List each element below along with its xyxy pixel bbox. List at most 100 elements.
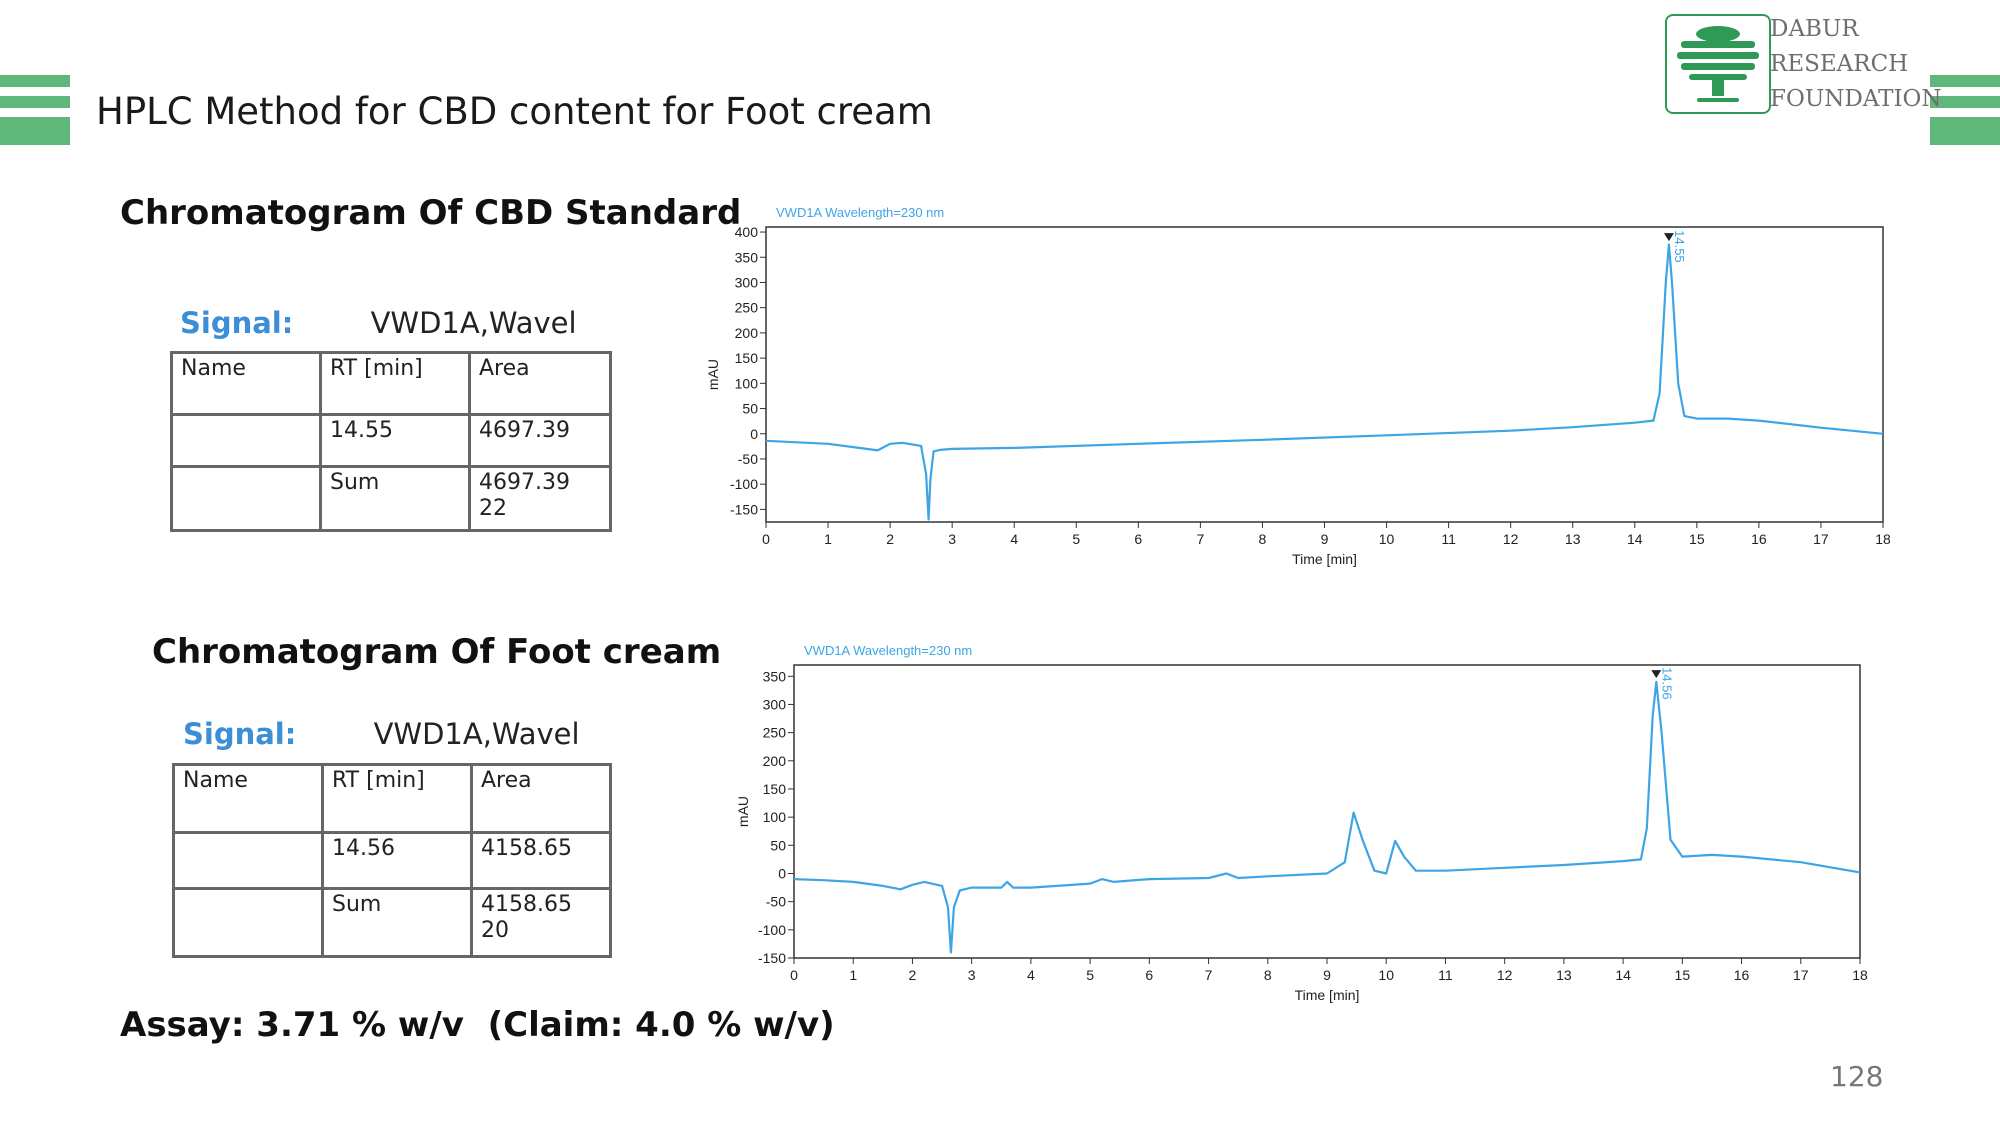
y-axis-label: mAU [705,359,721,390]
logo-text: DABUR RESEARCH FOUNDATION [1770,12,1942,117]
page-number: 128 [1830,1060,1884,1093]
standard-signal: Signal: VWD1A,Wavel [180,306,577,340]
standard-signal-value: VWD1A,Wavel [370,306,577,340]
chart-title: VWD1A Wavelength=230 nm [776,205,944,220]
plot-frame [765,226,1884,523]
table-header-cell: RT [min] [321,763,473,834]
table-header-row: Name RT [min] Area [172,763,612,834]
accent-bar-left-top [0,75,70,87]
x-tick-label: 13 [1565,531,1581,547]
y-tick-label: 150 [763,781,787,797]
y-tick-label: -100 [730,476,758,492]
x-tick-label: 16 [1751,531,1767,547]
standard-heading: Chromatogram Of CBD Standard [120,193,742,233]
x-tick-label: 8 [1264,967,1272,983]
sample-results-table: Name RT [min] Area 14.56 4158.65 Sum 415… [172,763,612,958]
table-header-cell: Name [172,763,324,834]
table-cell [172,887,324,958]
x-tick-label: 2 [909,967,917,983]
table-row: 14.56 4158.65 [172,831,612,890]
sample-signal-value: VWD1A,Wavel [373,717,580,751]
y-tick-label: 400 [735,224,759,240]
y-tick-label: 0 [750,426,758,442]
x-tick-label: 10 [1379,531,1395,547]
peak-label: 14.55 [1672,230,1687,263]
y-tick-label: -150 [730,501,758,517]
y-axis-label: mAU [735,796,751,827]
y-tick-label: -150 [758,950,786,966]
table-header-cell: RT [min] [319,351,471,416]
table-cell: Sum [319,465,471,532]
sample-chromatogram: VWD1A Wavelength=230 nm-150-100-50050100… [735,643,1868,1003]
y-tick-label: 0 [778,865,786,881]
y-tick-label: 50 [742,401,758,417]
y-tick-label: 150 [735,350,759,366]
peak-label: 14.56 [1659,667,1674,700]
y-tick-label: 300 [735,274,759,290]
x-axis-label: Time [min] [1292,551,1357,567]
table-cell [172,831,324,890]
series-line [765,243,1884,521]
chart-title: VWD1A Wavelength=230 nm [804,643,972,658]
table-cell: 4697.39 [468,413,612,468]
table-cell: 4158.65 20 [470,887,612,958]
table-cell: Sum [321,887,473,958]
table-cell [170,465,322,532]
x-tick-label: 10 [1378,967,1394,983]
x-tick-label: 12 [1497,967,1513,983]
accent-bar-right-mid [1930,96,2000,108]
x-tick-label: 11 [1438,967,1453,983]
table-row: Sum 4697.39 22 [170,465,612,532]
x-tick-label: 4 [1027,967,1035,983]
x-tick-label: 2 [886,531,894,547]
y-tick-label: 300 [763,696,787,712]
x-axis-label: Time [min] [1295,987,1360,1003]
standard-signal-label: Signal: [180,306,294,340]
x-tick-label: 14 [1627,531,1643,547]
y-tick-label: 100 [763,809,787,825]
y-tick-label: 250 [763,725,787,741]
x-tick-label: 7 [1196,531,1204,547]
logo [1665,14,1771,114]
peak-marker [1663,233,1674,242]
x-tick-label: 7 [1205,967,1213,983]
x-tick-label: 0 [762,531,770,547]
x-tick-label: 5 [1072,531,1080,547]
table-cell: 14.56 [321,831,473,890]
x-tick-label: 14 [1615,967,1631,983]
x-tick-label: 13 [1556,967,1572,983]
accent-bar-right-bottom [1930,117,2000,145]
y-tick-label: 350 [735,249,759,265]
sample-signal: Signal: VWD1A,Wavel [183,717,580,751]
x-tick-label: 15 [1689,531,1705,547]
x-tick-label: 6 [1145,967,1153,983]
y-tick-label: 350 [763,668,787,684]
x-tick-label: 4 [1010,531,1018,547]
logo-line-1: DABUR [1770,16,1859,42]
x-tick-label: 1 [849,967,857,983]
x-tick-label: 5 [1086,967,1094,983]
table-header-cell: Area [470,763,612,834]
y-tick-label: 200 [763,753,787,769]
y-tick-label: -100 [758,922,786,938]
sample-signal-label: Signal: [183,717,297,751]
standard-chromatogram: VWD1A Wavelength=230 nm-150-100-50050100… [705,205,1890,567]
table-cell: 4697.39 22 [468,465,612,532]
series-line [793,680,1861,954]
x-tick-label: 3 [948,531,956,547]
y-tick-label: -50 [738,451,758,467]
x-tick-label: 17 [1793,967,1809,983]
x-tick-label: 1 [824,531,832,547]
x-tick-label: 6 [1134,531,1142,547]
x-tick-label: 16 [1734,967,1750,983]
x-tick-label: 17 [1813,531,1829,547]
table-header-cell: Name [170,351,322,416]
assay-result: Assay: 3.71 % w/v (Claim: 4.0 % w/v) [120,1005,835,1045]
y-tick-label: 100 [735,375,759,391]
table-cell [170,413,322,468]
x-tick-label: 15 [1675,967,1691,983]
x-tick-label: 9 [1323,967,1331,983]
x-tick-label: 11 [1441,531,1456,547]
accent-bar-left-mid [0,96,70,108]
tree-icon [1677,26,1759,102]
